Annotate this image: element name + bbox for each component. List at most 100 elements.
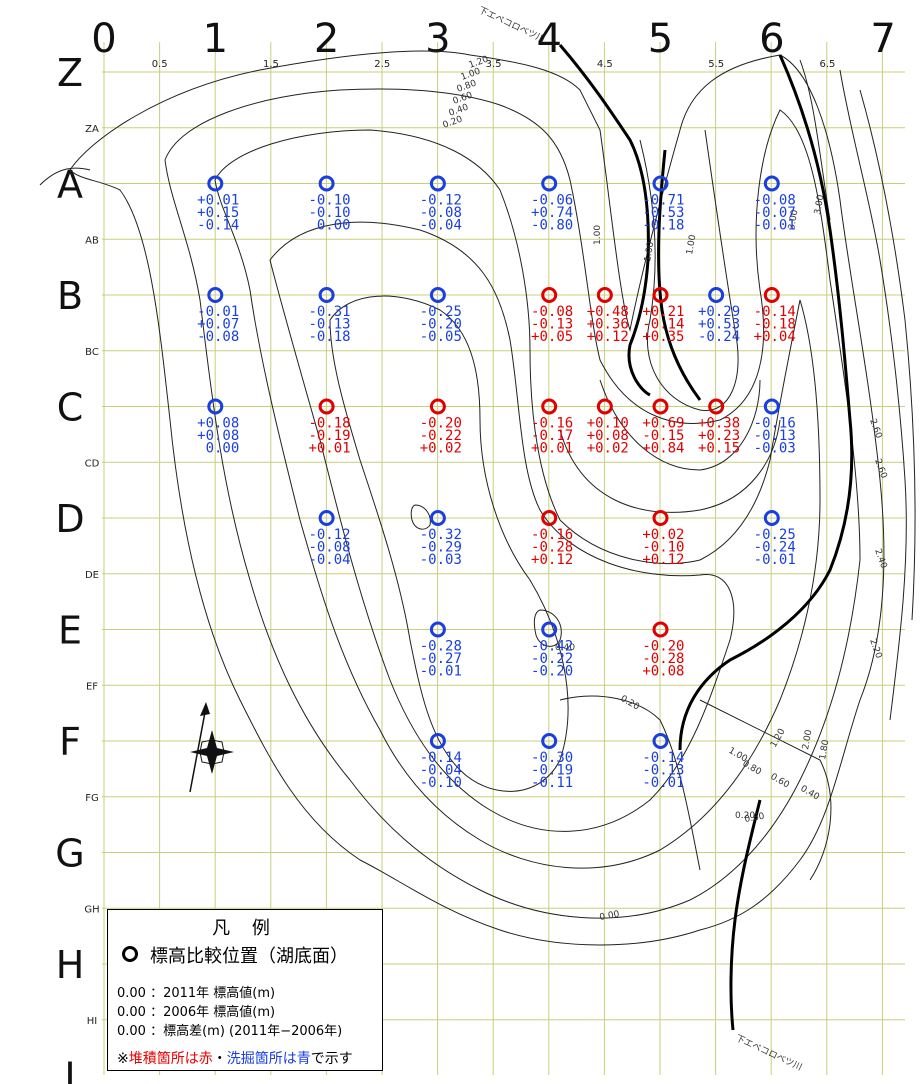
elevation-value: -0.13	[308, 317, 350, 333]
elevation-value: -0.05	[420, 329, 462, 345]
channel-contour	[559, 419, 781, 513]
row-label: F	[59, 720, 81, 764]
elevation-value: -0.08	[197, 329, 239, 345]
legend-value: 0.00	[117, 1024, 146, 1039]
elevation-value: -0.03	[420, 552, 462, 568]
elevation-value: +0.35	[642, 329, 684, 345]
elevation-value: -0.71	[642, 193, 684, 209]
row-label: I	[64, 1055, 75, 1084]
elevation-value: -0.04	[420, 218, 462, 234]
river-channel-upper	[558, 44, 651, 397]
elevation-value: -0.25	[420, 304, 462, 320]
measurement-marker	[207, 287, 224, 303]
contour-label: 0.60	[769, 772, 792, 791]
half-row-label: CD	[85, 458, 100, 469]
measurement-marker	[318, 175, 335, 192]
contour-label: 1.80	[818, 739, 831, 761]
half-row-label: HI	[87, 1016, 97, 1027]
measurement-point: -0.32-0.29-0.03	[420, 510, 462, 568]
measurement-marker	[207, 398, 224, 415]
lake-outline-contour	[69, 50, 885, 946]
elevation-value: +0.74	[531, 205, 573, 221]
half-column-label: 4.5	[597, 59, 613, 70]
row-label: E	[58, 609, 82, 653]
elevation-value: -0.10	[308, 205, 350, 221]
measurement-marker	[318, 287, 335, 303]
row-label: B	[57, 274, 83, 318]
elevation-value: -0.10	[642, 540, 684, 556]
elevation-value: +0.10	[587, 416, 629, 432]
elevation-value: +0.08	[197, 416, 239, 432]
column-label: 5	[648, 16, 673, 62]
measurement-point: -0.25-0.20-0.05	[420, 287, 462, 345]
half-column-label: 1.5	[263, 59, 279, 70]
half-row-label: AB	[85, 235, 99, 246]
measurement-point: +0.69-0.15+0.84	[642, 398, 685, 457]
island-contour	[410, 504, 431, 530]
elevation-value: -0.28	[531, 540, 573, 556]
legend-row-2011: 0.00 ：2011年 標高値(m)	[117, 982, 275, 1001]
elevation-value: -0.31	[308, 304, 350, 320]
measurement-point: +0.02-0.10+0.12	[642, 510, 685, 568]
measurement-marker	[652, 510, 669, 526]
row-label: A	[57, 163, 83, 207]
half-column-label: 5.5	[708, 59, 724, 70]
column-label: 4	[536, 16, 561, 62]
elevation-value: -0.11	[531, 775, 573, 791]
elevation-value: -0.19	[531, 763, 573, 779]
elevation-value: -0.13	[642, 763, 684, 779]
measurement-marker	[429, 510, 446, 526]
row-label: D	[55, 497, 84, 541]
axis-labels: 0 1 2 3 4 5 6 70.5 1.5 2.5 3.5 4.5 5.5 6.5ZABCDEFGHIZ…	[55, 16, 896, 1084]
elevation-value: +0.48	[587, 304, 629, 320]
column-label: 1	[203, 16, 228, 62]
elevation-value: -0.07	[754, 205, 796, 221]
elevation-value: +0.02	[587, 441, 629, 457]
elevation-value: -0.14	[642, 317, 684, 333]
elevation-value: +0.08	[642, 664, 684, 680]
elevation-value: -0.14	[420, 750, 462, 766]
elevation-value: -0.32	[420, 527, 462, 543]
elevation-value: 0.00	[317, 218, 351, 234]
elevation-value: +0.29	[698, 304, 740, 320]
elevation-value: +0.69	[642, 416, 684, 432]
legend-desc: ：2011年 標高値(m)	[150, 986, 276, 1001]
compass-icon	[189, 702, 234, 793]
elevation-value: +0.07	[197, 317, 239, 333]
measurement-marker	[541, 398, 558, 415]
elevation-value: -0.22	[531, 651, 573, 667]
measurement-point: +0.10+0.08+0.02	[587, 398, 629, 457]
measurement-marker	[708, 398, 725, 415]
elevation-value: +0.02	[420, 441, 462, 457]
contour-label: 0.20	[735, 811, 755, 821]
measurement-points: +0.01+0.15-0.14-0.10-0.100.00-0.12-0.08-…	[197, 175, 796, 791]
channel-contour	[599, 379, 761, 471]
inner-contour	[214, 129, 821, 869]
elevation-value: -0.80	[531, 218, 573, 234]
half-row-label: FG	[85, 793, 99, 804]
column-label: 7	[870, 16, 895, 62]
contour-label: 2.20	[867, 638, 883, 661]
river-channel-south	[729, 799, 762, 1031]
elevation-value: -0.15	[642, 428, 684, 444]
measurement-point: +0.48+0.36+0.12	[587, 287, 629, 345]
legend-desc: ：2006年 標高値(m)	[150, 1005, 276, 1020]
elevation-value: -0.42	[531, 639, 573, 655]
elevation-value: -0.29	[420, 540, 462, 556]
row-label: H	[56, 943, 85, 987]
elevation-value: -0.14	[642, 750, 684, 766]
elevation-value: +0.12	[531, 552, 573, 568]
measurement-point: -0.18-0.19+0.01	[308, 398, 351, 457]
elevation-value: -0.01	[197, 304, 239, 320]
elevation-value: -0.24	[698, 329, 740, 345]
measurement-marker	[429, 733, 446, 749]
measurement-marker	[652, 733, 669, 749]
measurement-marker	[429, 175, 446, 192]
row-label: Z	[57, 51, 83, 95]
elevation-value: -0.27	[420, 651, 462, 667]
row-label: G	[55, 832, 84, 876]
column-label: 0	[91, 16, 116, 62]
elevation-value: -0.04	[308, 552, 350, 568]
contour-lines	[39, 44, 916, 1031]
